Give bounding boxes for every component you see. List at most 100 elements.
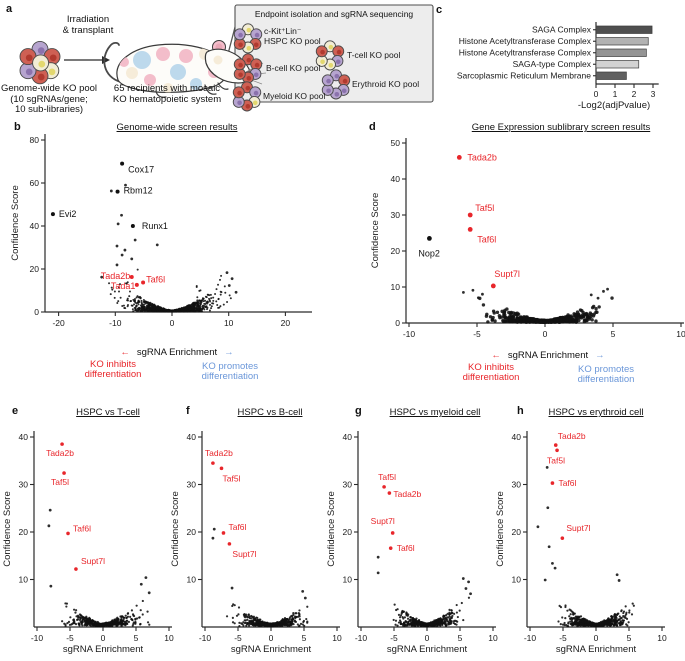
ko-promotes-b-line-2: differentiation [201, 371, 259, 382]
svg-text:5: 5 [627, 633, 632, 643]
svg-text:10: 10 [488, 633, 498, 643]
ko-inhibits-d-line-1: KO inhibits [468, 362, 514, 373]
svg-text:40: 40 [19, 432, 29, 442]
svg-text:3: 3 [651, 89, 656, 99]
panel-a-art: c-Kit⁺Lin⁻HSPC KO pool T-cell KO pool B-ce… [19, 4, 434, 112]
svg-text:40: 40 [187, 432, 197, 442]
irradiation-transplant-label: Irradiation & transplant [48, 14, 128, 36]
svg-text:-5: -5 [473, 329, 481, 339]
svg-text:5: 5 [611, 329, 616, 339]
chart-f: 10 20 30 40 -10 -5 0 5 10 Confidence Score sgRNA E… [170, 431, 342, 655]
irradiation-line-1: Irradiation [66, 14, 110, 25]
svg-text:sgRNA Enrichment: sgRNA Enrichment [387, 644, 468, 655]
svg-text:Rbm12: Rbm12 [124, 186, 153, 196]
panel-g-title: HSPC vs myeloid cell [389, 407, 481, 418]
svg-text:Sarcoplasmic Reticulum Membran: Sarcoplasmic Reticulum Membrane [457, 71, 591, 81]
ko-inhibits-b-line-2: differentiation [84, 369, 142, 380]
xlabel-d: sgRNA Enrichment [507, 350, 589, 361]
svg-text:Taf6l: Taf6l [73, 523, 91, 533]
panel-c-letter: c [436, 4, 443, 16]
ko-promotes-d-line-2: differentiation [577, 374, 635, 385]
svg-text:Confidence Score: Confidence Score [326, 491, 337, 567]
left-arrow-icon: ← [491, 350, 501, 361]
svg-text:Tada2b: Tada2b [205, 448, 233, 458]
svg-text:10: 10 [676, 329, 685, 339]
svg-text:sgRNA Enrichment: sgRNA Enrichment [63, 644, 144, 655]
ko-pool-line-3: 10 sub-libraries) [14, 104, 84, 115]
panel-d-title: Gene Expression sublibrary screen result… [471, 122, 651, 133]
chart-g: 10 20 30 40 -10 -5 0 5 10 Confidence Score sgRNA E… [326, 431, 498, 655]
svg-text:Confidence Score: Confidence Score [170, 491, 181, 567]
svg-text:Confidence Score: Confidence Score [370, 193, 381, 269]
svg-text:Supt7l: Supt7l [494, 269, 520, 279]
svg-text:-10: -10 [31, 633, 44, 643]
panel-b-letter: b [14, 121, 21, 133]
svg-text:Taf5l: Taf5l [475, 203, 494, 213]
svg-text:-10: -10 [199, 633, 212, 643]
svg-text:Taf5l: Taf5l [547, 455, 565, 465]
svg-text:Taf5l: Taf5l [223, 473, 241, 483]
svg-text:Erythroid KO pool: Erythroid KO pool [352, 79, 419, 89]
ko-promotes-d-line-1: KO promotes [578, 364, 634, 375]
svg-text:-5: -5 [234, 633, 242, 643]
svg-text:10: 10 [19, 575, 29, 585]
chart-b: 0 20 40 60 80 -20 -10 0 10 20 Confidence Score Cox1… [10, 134, 312, 328]
svg-text:SAGA Complex: SAGA Complex [532, 25, 592, 35]
svg-text:Taf6l: Taf6l [477, 234, 496, 244]
svg-text:60: 60 [30, 178, 40, 188]
panel-h-title: HSPC vs erythroid cell [548, 407, 644, 418]
ko-pool-line-2: (10 sgRNAs/gene; [10, 93, 88, 105]
svg-text:HSPC KO pool: HSPC KO pool [264, 36, 321, 46]
svg-text:10: 10 [343, 575, 353, 585]
panel-f-title: HSPC vs B-cell [237, 407, 303, 418]
right-arrow-icon: → [595, 350, 605, 361]
svg-text:30: 30 [187, 480, 197, 490]
svg-text:Taf5l: Taf5l [51, 477, 69, 487]
svg-text:B-cell KO pool: B-cell KO pool [266, 63, 320, 73]
svg-text:30: 30 [343, 480, 353, 490]
panel-f-letter: f [186, 405, 190, 417]
chart-e: 10 20 30 40 -10 -5 0 5 10 Confidence Score sgRNA E… [2, 431, 174, 655]
svg-text:10: 10 [187, 575, 197, 585]
recipients-label: 65 recipients with mosaic KO hematopoiet… [103, 83, 231, 105]
svg-text:-20: -20 [52, 318, 65, 328]
svg-text:-10: -10 [524, 633, 537, 643]
svg-text:0: 0 [425, 633, 430, 643]
svg-text:-5: -5 [559, 633, 567, 643]
svg-text:20: 20 [281, 318, 291, 328]
svg-text:20: 20 [30, 264, 40, 274]
svg-text:Tada2b: Tada2b [393, 489, 421, 499]
svg-text:sgRNA Enrichment: sgRNA Enrichment [231, 644, 312, 655]
svg-text:Myeloid KO pool: Myeloid KO pool [263, 91, 325, 101]
svg-text:40: 40 [391, 174, 401, 184]
svg-text:10: 10 [391, 282, 401, 292]
svg-text:Confidence Score: Confidence Score [10, 185, 21, 261]
svg-text:Evi2: Evi2 [59, 209, 77, 219]
svg-text:40: 40 [343, 432, 353, 442]
svg-text:5: 5 [302, 633, 307, 643]
svg-text:10: 10 [657, 633, 667, 643]
svg-text:Confidence Score: Confidence Score [2, 491, 13, 567]
panel-e-letter: e [12, 405, 19, 417]
svg-text:Supt7l: Supt7l [232, 549, 256, 559]
ko-inhibits-b-line-1: KO inhibits [90, 359, 136, 370]
svg-text:Taf5l: Taf5l [378, 472, 396, 482]
sgrna-enrichment-label-d: ← sgRNA Enrichment → [458, 350, 638, 361]
sgrna-enrichment-label-b: ← sgRNA Enrichment → [88, 347, 266, 358]
chart-h: 10 20 30 40 -10 -5 0 5 10 Confidence Score sgRNA E… [495, 431, 667, 655]
svg-text:Histone Acetyltransferase Comp: Histone Acetyltransferase Complex [459, 36, 592, 46]
svg-text:-10: -10 [355, 633, 368, 643]
endpoint-box-title: Endpoint isolation and sgRNA sequencing [254, 9, 414, 19]
svg-text:Taf6l: Taf6l [228, 522, 246, 532]
svg-text:10: 10 [224, 318, 234, 328]
svg-text:Tada1: Tada1 [111, 281, 136, 291]
svg-text:T-cell KO pool: T-cell KO pool [347, 50, 400, 60]
svg-text:5: 5 [458, 633, 463, 643]
svg-text:Taf6l: Taf6l [146, 275, 165, 285]
panel-b-title: Genome-wide screen results [116, 122, 238, 133]
svg-text:0: 0 [543, 329, 548, 339]
panel-g-letter: g [355, 405, 362, 417]
svg-text:0: 0 [101, 633, 106, 643]
svg-text:20: 20 [343, 527, 353, 537]
svg-text:0: 0 [594, 633, 599, 643]
